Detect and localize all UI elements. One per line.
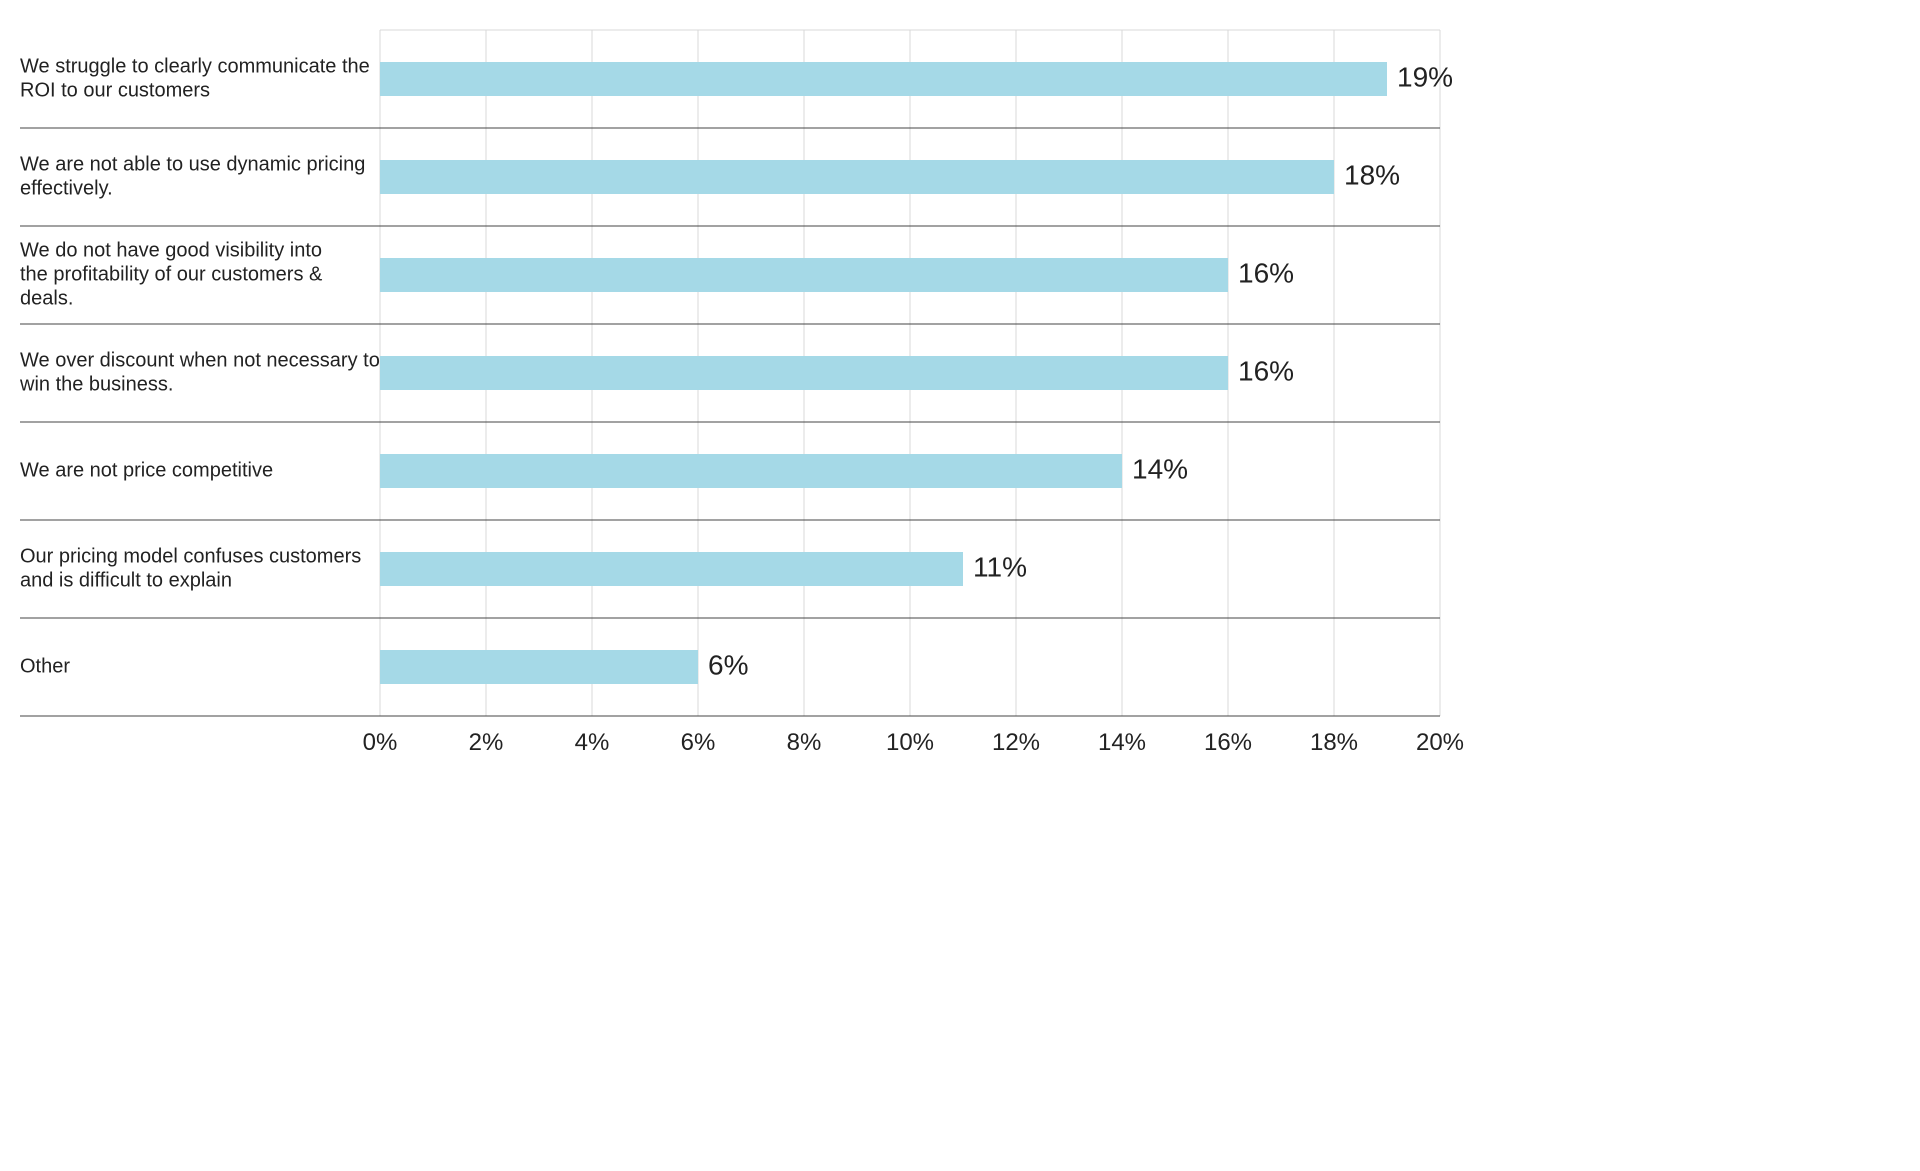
x-tick-label: 12%	[992, 729, 1040, 756]
bar-value: 16%	[1238, 257, 1294, 288]
category-label: Our pricing model confuses customersand …	[20, 545, 361, 591]
bar	[380, 552, 963, 586]
x-tick-label: 16%	[1204, 729, 1252, 756]
category-label: We struggle to clearly communicate theRO…	[20, 55, 370, 101]
bar	[380, 62, 1387, 96]
x-tick-label: 10%	[886, 729, 934, 756]
category-label: We are not able to use dynamic pricingef…	[20, 153, 365, 199]
bar	[380, 454, 1122, 488]
category-label: We are not price competitive	[20, 459, 273, 481]
category-label: Other	[20, 655, 70, 677]
x-tick-label: 4%	[575, 729, 610, 756]
bar-value: 6%	[708, 649, 748, 680]
x-tick-label: 8%	[787, 729, 822, 756]
chart-svg: 19% We struggle to clearly communicate th…	[0, 0, 1500, 770]
bar-value: 16%	[1238, 355, 1294, 386]
bar-value: 11%	[973, 551, 1027, 582]
bar	[380, 356, 1228, 390]
pricing-challenges-chart: 19% We struggle to clearly communicate th…	[0, 0, 1500, 770]
x-tick-label: 18%	[1310, 729, 1358, 756]
bar-value: 19%	[1397, 61, 1453, 92]
x-tick-label: 20%	[1416, 729, 1464, 756]
bar	[380, 160, 1334, 194]
category-label: We over discount when not necessary towi…	[19, 349, 380, 395]
x-tick-label: 14%	[1098, 729, 1146, 756]
bar-value: 18%	[1344, 159, 1400, 190]
x-tick-label: 0%	[363, 729, 398, 756]
bar-value: 14%	[1132, 453, 1188, 484]
category-label: We do not have good visibility intothe p…	[20, 239, 323, 309]
bar	[380, 258, 1228, 292]
x-tick-label: 6%	[681, 729, 716, 756]
bar	[380, 650, 698, 684]
x-tick-label: 2%	[469, 729, 504, 756]
